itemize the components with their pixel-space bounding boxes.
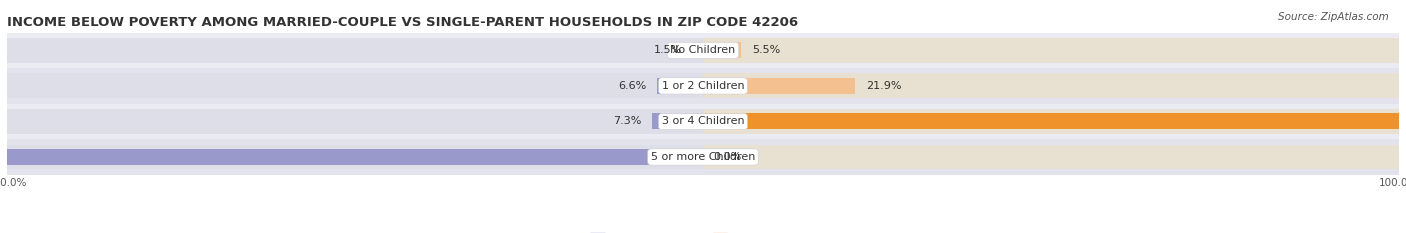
Bar	[7, 73, 703, 98]
Text: 1.5%: 1.5%	[654, 45, 682, 55]
Bar	[7, 109, 703, 134]
Bar	[703, 42, 741, 58]
Text: Source: ZipAtlas.com: Source: ZipAtlas.com	[1278, 12, 1389, 22]
Bar	[703, 38, 1399, 63]
Bar	[652, 113, 703, 130]
Bar	[657, 78, 703, 94]
Text: 5 or more Children: 5 or more Children	[651, 152, 755, 162]
Bar	[703, 113, 1399, 130]
Bar	[7, 38, 703, 63]
Bar	[703, 78, 855, 94]
Bar	[7, 139, 1399, 175]
Text: 7.3%: 7.3%	[613, 116, 641, 127]
Text: 5.5%: 5.5%	[752, 45, 780, 55]
Text: 6.6%: 6.6%	[619, 81, 647, 91]
Bar	[693, 42, 703, 58]
Bar	[703, 144, 1399, 169]
Bar	[703, 73, 1399, 98]
Bar	[7, 33, 1399, 68]
Text: INCOME BELOW POVERTY AMONG MARRIED-COUPLE VS SINGLE-PARENT HOUSEHOLDS IN ZIP COD: INCOME BELOW POVERTY AMONG MARRIED-COUPL…	[7, 16, 799, 29]
Bar	[7, 144, 703, 169]
Text: 1 or 2 Children: 1 or 2 Children	[662, 81, 744, 91]
Text: 0.0%: 0.0%	[713, 152, 742, 162]
Text: No Children: No Children	[671, 45, 735, 55]
Bar	[7, 68, 1399, 104]
Bar	[703, 109, 1399, 134]
Bar	[7, 149, 703, 165]
Text: 3 or 4 Children: 3 or 4 Children	[662, 116, 744, 127]
Bar	[7, 104, 1399, 139]
Text: 21.9%: 21.9%	[866, 81, 901, 91]
